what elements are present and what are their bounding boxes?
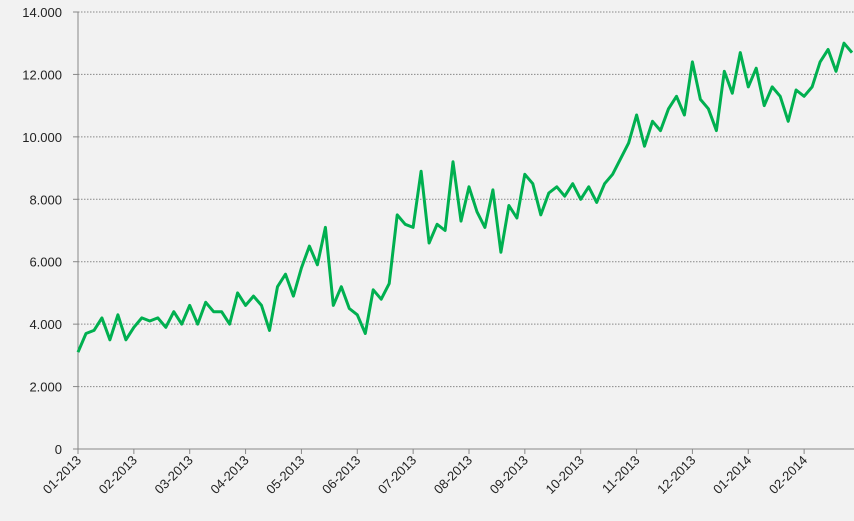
x-tick-label: 07-2013	[375, 453, 419, 497]
y-tick-label: 6.000	[29, 255, 62, 270]
y-tick-label: 2.000	[29, 380, 62, 395]
x-tick-label: 11-2013	[599, 453, 643, 497]
x-tick-label: 03-2013	[151, 453, 195, 497]
x-tick-label: 12-2013	[654, 453, 698, 497]
x-tick-label: 01-2013	[40, 453, 84, 497]
x-tick-label: 02-2013	[96, 453, 140, 497]
y-tick-label: 12.000	[22, 67, 62, 82]
x-tick-label: 02-2014	[766, 453, 810, 497]
x-tick-label: 10-2013	[542, 453, 586, 497]
y-tick-label: 0	[55, 442, 62, 457]
y-tick-label: 4.000	[29, 317, 62, 332]
x-tick-label: 08-2013	[431, 453, 475, 497]
y-tick-label: 10.000	[22, 130, 62, 145]
x-tick-label: 04-2013	[207, 453, 251, 497]
x-tick-label: 09-2013	[487, 453, 531, 497]
x-tick-label: 05-2013	[263, 453, 307, 497]
y-tick-label: 14.000	[22, 5, 62, 20]
x-tick-label: 06-2013	[319, 453, 363, 497]
x-tick-label: 01-2014	[710, 453, 754, 497]
y-tick-label: 8.000	[29, 192, 62, 207]
line	[76, 41, 854, 353]
